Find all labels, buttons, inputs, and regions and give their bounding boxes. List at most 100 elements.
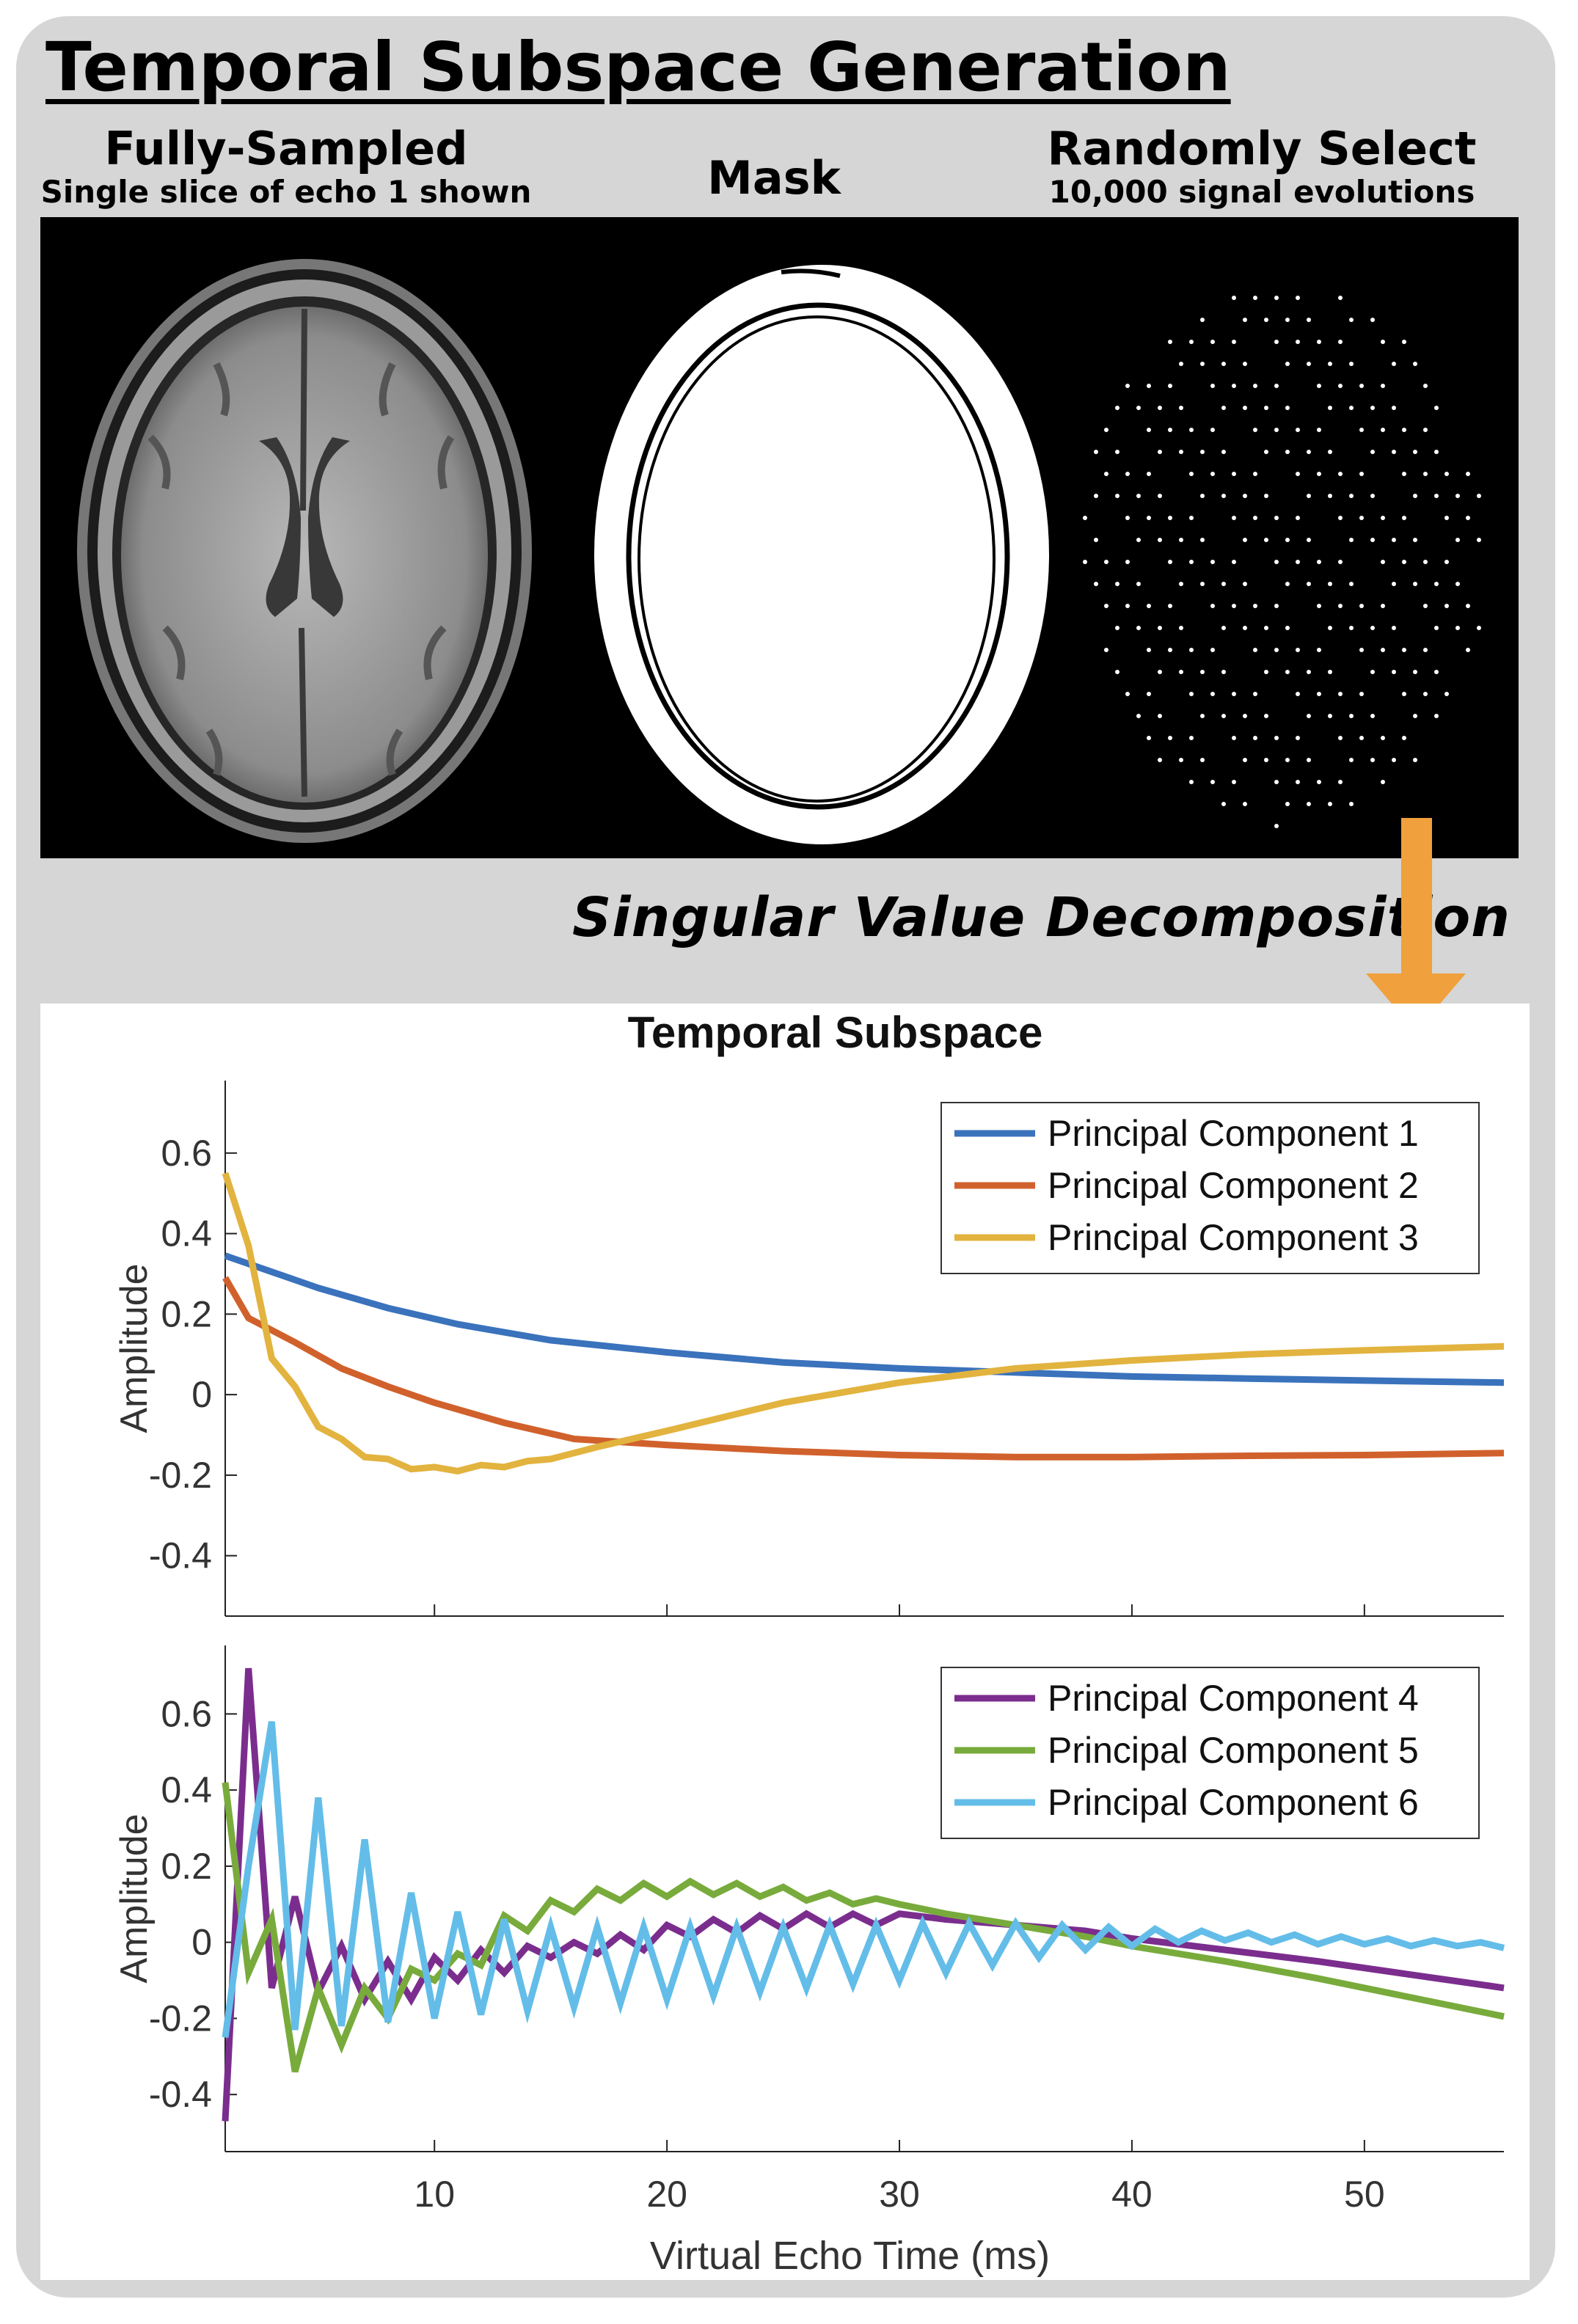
y-tick-label: -0.4 [149, 2074, 212, 2115]
sample-dot [1200, 670, 1205, 674]
sample-dot [1296, 780, 1300, 784]
sample-dot [1125, 516, 1130, 520]
sample-dot [1328, 802, 1332, 806]
sample-dot [1168, 384, 1172, 388]
sample-dot [1392, 538, 1396, 542]
sample-dot [1338, 384, 1343, 388]
sample-dot [1455, 538, 1460, 542]
sample-dot [1455, 626, 1460, 630]
y-tick-label: 0.6 [161, 1133, 212, 1174]
sample-dot [1136, 406, 1141, 410]
sample-dot [1434, 582, 1439, 586]
sample-dot [1253, 736, 1257, 740]
sample-dot [1307, 802, 1311, 806]
sample-dot [1338, 692, 1343, 696]
column-heading-fully-sampled: Fully-Sampled Single slice of echo 1 sho… [37, 123, 536, 210]
legend-label: Principal Component 5 [1048, 1730, 1419, 1771]
sample-dot [1253, 428, 1257, 432]
sample-dot [1210, 472, 1215, 476]
sample-dot [1274, 560, 1279, 564]
sample-dot [1210, 692, 1215, 696]
sample-dot [1115, 450, 1119, 454]
sample-dot [1243, 538, 1247, 542]
sample-dot [1189, 780, 1194, 784]
sample-dot [1136, 626, 1141, 630]
sample-dot [1210, 384, 1215, 388]
sample-dot [1317, 472, 1321, 476]
y-tick-label: 0.4 [161, 1213, 212, 1254]
sample-dot [1370, 494, 1375, 498]
sample-dot [1285, 318, 1290, 322]
sample-dot [1210, 604, 1215, 608]
sample-dot [1423, 560, 1428, 564]
column-title: Randomly Select [1047, 122, 1477, 175]
legend-label: Principal Component 3 [1048, 1217, 1419, 1258]
sample-dot [1328, 494, 1332, 498]
sample-dot [1402, 472, 1406, 476]
sample-dot [1370, 450, 1375, 454]
sample-dot [1381, 604, 1385, 608]
sample-dot [1317, 604, 1321, 608]
sample-dot [1232, 604, 1236, 608]
sample-dot [1179, 582, 1183, 586]
sample-dot [1104, 560, 1108, 564]
sample-dot [1359, 516, 1364, 520]
sample-dot [1466, 472, 1470, 476]
sample-dot [1317, 648, 1321, 652]
sample-dot [1158, 670, 1162, 674]
sample-dot [1392, 626, 1396, 630]
sample-dot [1381, 516, 1385, 520]
sample-dot [1158, 758, 1162, 762]
legend-label: Principal Component 2 [1048, 1165, 1419, 1206]
sample-dot [1370, 758, 1375, 762]
sample-dot [1232, 472, 1236, 476]
sample-dot [1115, 582, 1119, 586]
sample-dot [1274, 824, 1279, 828]
sample-dot [1434, 714, 1439, 718]
sample-dot [1413, 670, 1417, 674]
sample-dot [1296, 648, 1300, 652]
sample-dot [1189, 736, 1194, 740]
sample-dot [1253, 648, 1257, 652]
sample-dot [1296, 472, 1300, 476]
sample-dot [1296, 736, 1300, 740]
sample-dot [1179, 670, 1183, 674]
sample-dot [1158, 714, 1162, 718]
sample-dot [1307, 714, 1311, 718]
sample-dot [1147, 428, 1151, 432]
sample-dot [1413, 494, 1417, 498]
sample-dot [1253, 472, 1257, 476]
sample-dot [1477, 494, 1481, 498]
chart-title: Temporal Subspace [628, 1008, 1043, 1057]
sample-dot [1349, 582, 1354, 586]
sample-dot [1296, 560, 1300, 564]
sample-dot [1381, 340, 1385, 344]
sample-dot [1349, 714, 1354, 718]
sample-dot [1359, 692, 1364, 696]
sample-dot [1189, 692, 1194, 696]
sample-dot [1423, 692, 1428, 696]
image-strip [40, 217, 1519, 858]
sample-dot [1094, 494, 1098, 498]
sample-dot [1285, 670, 1290, 674]
sample-dot [1413, 538, 1417, 542]
sample-dot [1158, 406, 1162, 410]
sample-dot [1125, 472, 1130, 476]
sample-dot [1147, 472, 1151, 476]
sample-dot [1392, 362, 1396, 366]
sample-dot [1370, 714, 1375, 718]
y-tick-label: 0.6 [161, 1693, 212, 1734]
series-line [222, 1782, 1505, 2073]
sample-dot [1444, 604, 1449, 608]
sample-dot [1232, 384, 1236, 388]
sample-dot [1307, 582, 1311, 586]
sample-dot [1253, 516, 1257, 520]
sample-dot [1136, 714, 1141, 718]
temporal-subspace-chart: 0.6 0.4 0.2 0 -0.2 -0.4 Amplitude Temporal Subs… [113, 1008, 1505, 2278]
sample-dot [1179, 406, 1183, 410]
sample-dot [1264, 494, 1268, 498]
sample-dot [1125, 560, 1130, 564]
sample-dot [1168, 604, 1172, 608]
sample-dot [1232, 692, 1236, 696]
y-tick-label: -0.2 [149, 1998, 212, 2039]
